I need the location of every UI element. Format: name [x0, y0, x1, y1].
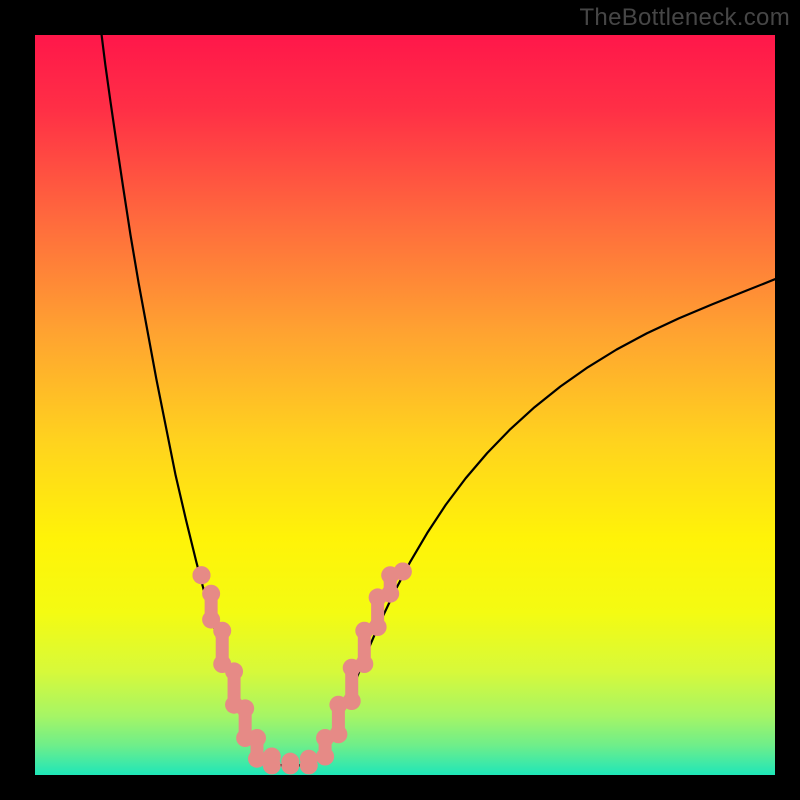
marker-cap: [381, 585, 399, 603]
plot-area: [35, 35, 775, 775]
marker-cap: [355, 655, 373, 673]
marker-cap: [263, 756, 281, 774]
watermark-text: TheBottleneck.com: [579, 4, 790, 32]
plot-background: [35, 35, 775, 775]
marker-cap: [236, 699, 254, 717]
marker-cap: [225, 662, 243, 680]
chart-stage: TheBottleneck.com: [0, 0, 800, 800]
marker-cap: [394, 563, 412, 581]
marker-cap: [281, 756, 299, 774]
marker-cap: [369, 618, 387, 636]
marker-cap: [316, 748, 334, 766]
marker-cap: [248, 729, 266, 747]
marker-cap: [213, 622, 231, 640]
marker-cap: [300, 756, 318, 774]
marker-cap: [329, 725, 347, 743]
marker-cap: [193, 566, 211, 584]
marker-cap: [343, 692, 361, 710]
plot-svg: [35, 35, 775, 775]
marker-cap: [202, 585, 220, 603]
